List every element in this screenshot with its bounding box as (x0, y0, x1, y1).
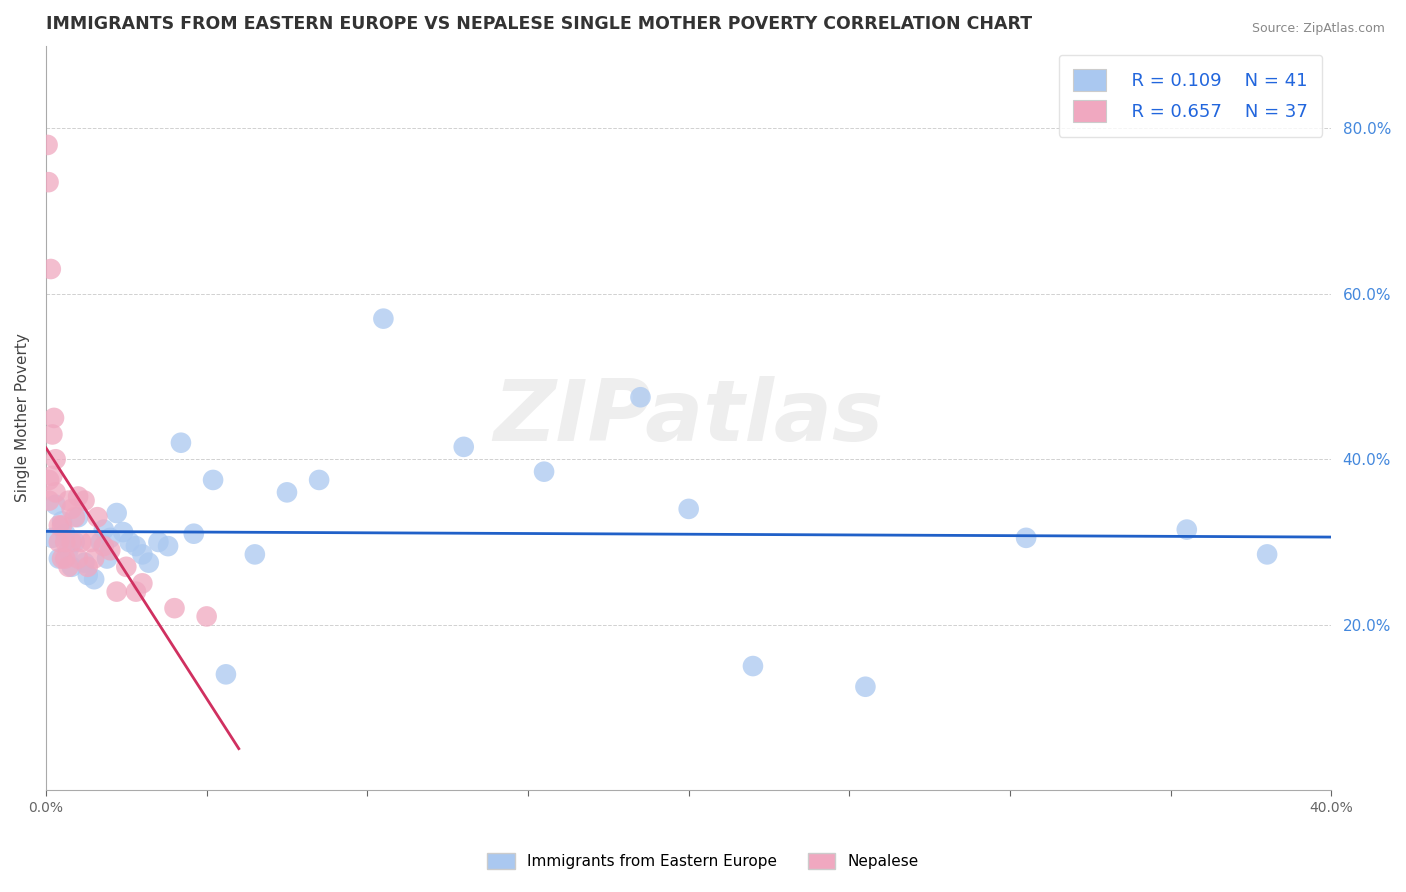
Point (855, 680, 877, 694)
Point (195, 609, 218, 624)
Point (37, 137, 59, 152)
Point (90, 535, 112, 549)
Point (202, 473, 225, 487)
Point (67, 551, 90, 566)
Point (96, 551, 118, 566)
Text: Source: ZipAtlas.com: Source: ZipAtlas.com (1251, 22, 1385, 36)
Point (60, 535, 83, 549)
Point (73, 493, 96, 508)
Text: ZIPatlas: ZIPatlas (494, 376, 884, 459)
Point (453, 440, 475, 454)
Point (678, 502, 700, 516)
Point (45, 452, 67, 467)
Point (76, 559, 98, 574)
Point (58, 559, 80, 574)
Point (105, 506, 128, 520)
Legend: Immigrants from Eastern Europe, Nepalese: Immigrants from Eastern Europe, Nepalese (481, 847, 925, 875)
Point (93, 523, 115, 537)
Point (93, 539, 115, 553)
Point (51, 514, 73, 528)
Point (38, 175, 60, 189)
Point (41, 468, 63, 483)
Point (98, 543, 121, 558)
Point (67, 490, 90, 504)
Point (1015, 531, 1038, 545)
Point (53, 526, 76, 541)
Point (112, 524, 135, 539)
Point (67, 510, 90, 524)
Point (125, 584, 148, 599)
Text: IMMIGRANTS FROM EASTERN EUROPE VS NEPALESE SINGLE MOTHER POVERTY CORRELATION CHA: IMMIGRANTS FROM EASTERN EUROPE VS NEPALE… (46, 15, 1032, 33)
Point (742, 659, 765, 673)
Point (48, 551, 70, 566)
Point (42, 411, 65, 425)
Point (73, 556, 96, 570)
Point (1175, 523, 1198, 537)
Point (39, 262, 62, 277)
Point (60, 559, 83, 574)
Point (131, 548, 153, 562)
Point (70, 535, 93, 549)
Point (83, 572, 105, 586)
Point (45, 498, 67, 512)
Point (38, 473, 60, 487)
Point (630, 390, 652, 404)
Point (125, 539, 148, 553)
Point (148, 535, 170, 549)
Point (118, 535, 141, 549)
Legend:   R = 0.109    N = 41,   R = 0.657    N = 37: R = 0.109 N = 41, R = 0.657 N = 37 (1059, 54, 1323, 136)
Point (1256, 548, 1278, 562)
Point (48, 535, 70, 549)
Point (163, 601, 186, 615)
Point (170, 435, 193, 450)
Point (98, 531, 121, 545)
Point (138, 556, 160, 570)
Point (45, 485, 67, 500)
Point (51, 518, 73, 533)
Point (80, 535, 103, 549)
Point (157, 539, 180, 553)
Point (76, 568, 98, 582)
Point (115, 559, 138, 574)
Point (183, 526, 205, 541)
Point (373, 311, 395, 326)
Point (83, 551, 105, 566)
Point (63, 535, 86, 549)
Point (63, 510, 86, 524)
Y-axis label: Single Mother Poverty: Single Mother Poverty (15, 334, 30, 502)
Point (60, 502, 83, 516)
Point (243, 548, 266, 562)
Point (308, 473, 330, 487)
Point (215, 667, 238, 681)
Point (86, 510, 108, 524)
Point (48, 518, 70, 533)
Point (58, 543, 80, 558)
Point (53, 551, 76, 566)
Point (105, 584, 128, 599)
Point (58, 493, 80, 508)
Point (131, 576, 153, 591)
Point (276, 485, 298, 500)
Point (51, 551, 73, 566)
Point (533, 465, 555, 479)
Point (38, 493, 60, 508)
Point (53, 535, 76, 549)
Point (41, 427, 63, 442)
Point (41, 531, 63, 545)
